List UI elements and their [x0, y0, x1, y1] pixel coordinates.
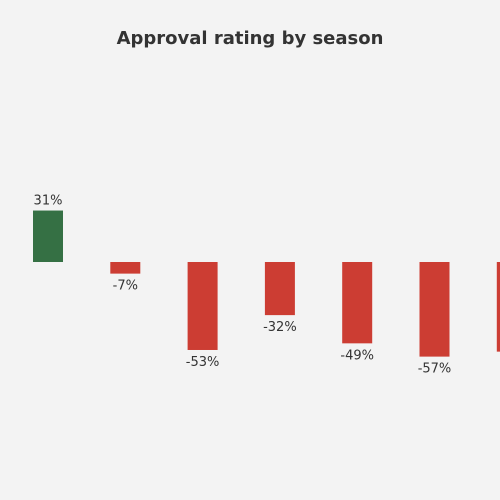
bar-1	[33, 210, 63, 262]
bar-7	[496, 262, 500, 352]
bar-value-label-4: -32%	[263, 320, 297, 335]
labels-layer: 31%-7%-53%-32%-49%-57%-	[34, 194, 452, 377]
bar-6	[419, 262, 450, 357]
bar-5	[342, 262, 373, 344]
bar-3	[187, 262, 218, 350]
bar-value-label-5: -49%	[340, 348, 374, 363]
bar-value-label-6: -57%	[418, 362, 452, 377]
bar-4	[264, 262, 295, 316]
bar-value-label-1: 31%	[34, 194, 63, 209]
chart-title: Approval rating by season	[116, 28, 384, 49]
bar-value-label-2: -7%	[113, 279, 138, 294]
bar-value-label-3: -53%	[186, 355, 220, 370]
bar-2	[110, 262, 141, 274]
bars-layer	[33, 210, 500, 357]
